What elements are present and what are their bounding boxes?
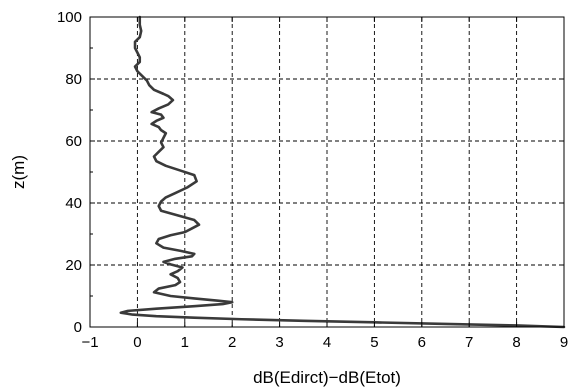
x-tick-label: 5 — [370, 334, 378, 351]
grid — [90, 17, 564, 327]
x-tick-label: 7 — [465, 334, 473, 351]
x-tick-label: 4 — [323, 334, 331, 351]
x-tick-label: 1 — [181, 334, 189, 351]
x-tick-label: 0 — [133, 334, 141, 351]
x-tick-label: 8 — [512, 334, 520, 351]
series-layer — [119, 15, 566, 329]
y-tick-label: 100 — [57, 9, 82, 26]
x-tick-label: 9 — [560, 334, 568, 351]
y-tick-label: 20 — [65, 257, 82, 274]
x-tick-label: −1 — [81, 334, 98, 351]
x-tick-label: 6 — [418, 334, 426, 351]
y-axis-label: z(m) — [9, 155, 28, 189]
y-tick-label: 80 — [65, 71, 82, 88]
y-tick-label: 60 — [65, 133, 82, 150]
y-tick-label: 40 — [65, 195, 82, 212]
x-tick-label: 2 — [228, 334, 236, 351]
y-tick-label: 0 — [74, 319, 82, 336]
x-axis-label: dB(Edirct)−dB(Etot) — [253, 368, 401, 387]
x-tick-label: 3 — [275, 334, 283, 351]
series-line — [119, 15, 566, 329]
